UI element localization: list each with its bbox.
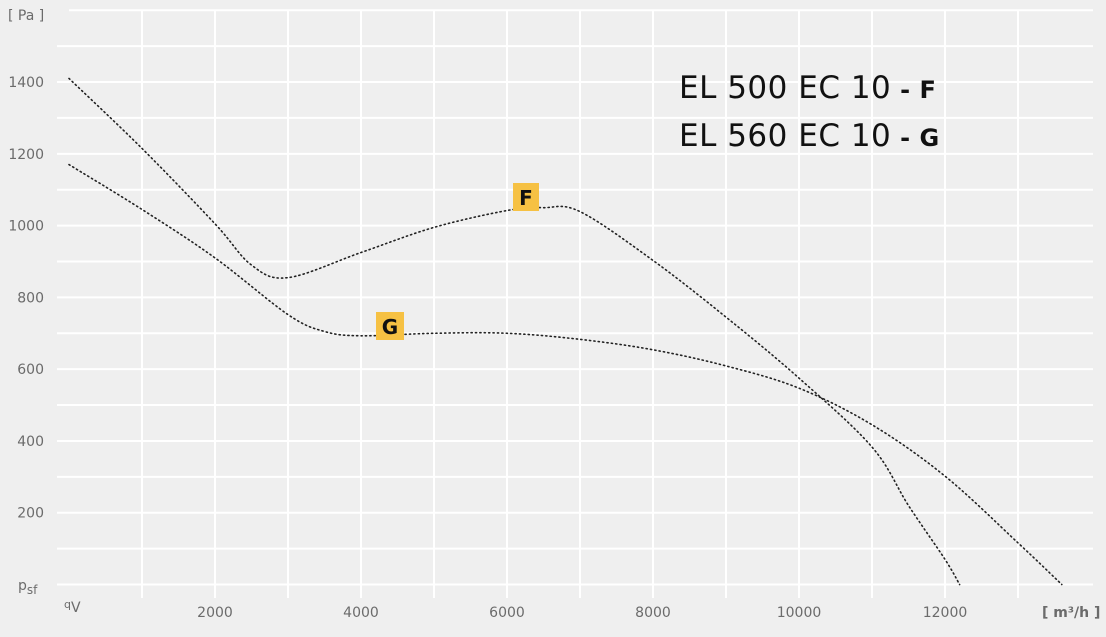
y-axis-symbol-main: p	[18, 578, 27, 594]
x-axis-symbol-main: q	[64, 598, 71, 611]
x-tick-label: 6000	[489, 605, 525, 621]
title-curve-2: G	[919, 124, 940, 152]
title-model-2: EL 560 EC 10	[679, 118, 892, 154]
y-tick-label: 1400	[8, 75, 44, 91]
x-tick-label: 2000	[197, 605, 233, 621]
y-tick-label: 1000	[8, 219, 44, 235]
title-line-2: EL 560 EC 10 - G	[679, 118, 940, 154]
x-axis-symbol-sub: V	[71, 600, 81, 616]
series	[68, 77, 1063, 586]
y-axis-symbol-sub: sf	[27, 583, 38, 597]
y-tick-label: 800	[17, 290, 44, 306]
grid	[57, 9, 1093, 598]
y-tick-label: 400	[17, 434, 44, 450]
y-tick-label: 1200	[8, 147, 44, 163]
title-model-1: EL 500 EC 10	[679, 70, 892, 106]
y-axis-symbol: psf	[18, 578, 38, 597]
x-axis-unit: [ m³/h ]	[1042, 605, 1100, 621]
curve-badges: F G	[376, 183, 539, 340]
x-tick-label: 12000	[923, 605, 968, 621]
badge-f-bg	[513, 183, 539, 211]
badge-g-label: G	[382, 315, 398, 339]
y-tick-label: 600	[17, 362, 44, 378]
x-axis-symbol: qV	[64, 598, 81, 616]
curve-g	[68, 163, 1063, 586]
title-curve-1: F	[919, 76, 937, 104]
x-tick-label: 4000	[343, 605, 379, 621]
tick-labels: 200 400 600 800 1000 1200 1400 2000 4000 6000 8000…	[8, 75, 967, 621]
curve-f	[68, 77, 961, 586]
x-tick-label: 10000	[777, 605, 822, 621]
title-line-1: EL 500 EC 10 - F	[679, 70, 936, 106]
badge-g-bg	[376, 312, 404, 340]
title-sep-1: -	[891, 76, 920, 104]
x-tick-label: 8000	[635, 605, 671, 621]
badge-f-label: F	[519, 186, 533, 210]
title-sep-2: -	[891, 124, 920, 152]
y-tick-label: 200	[17, 506, 44, 522]
y-axis-unit: [ Pa ]	[8, 8, 44, 24]
